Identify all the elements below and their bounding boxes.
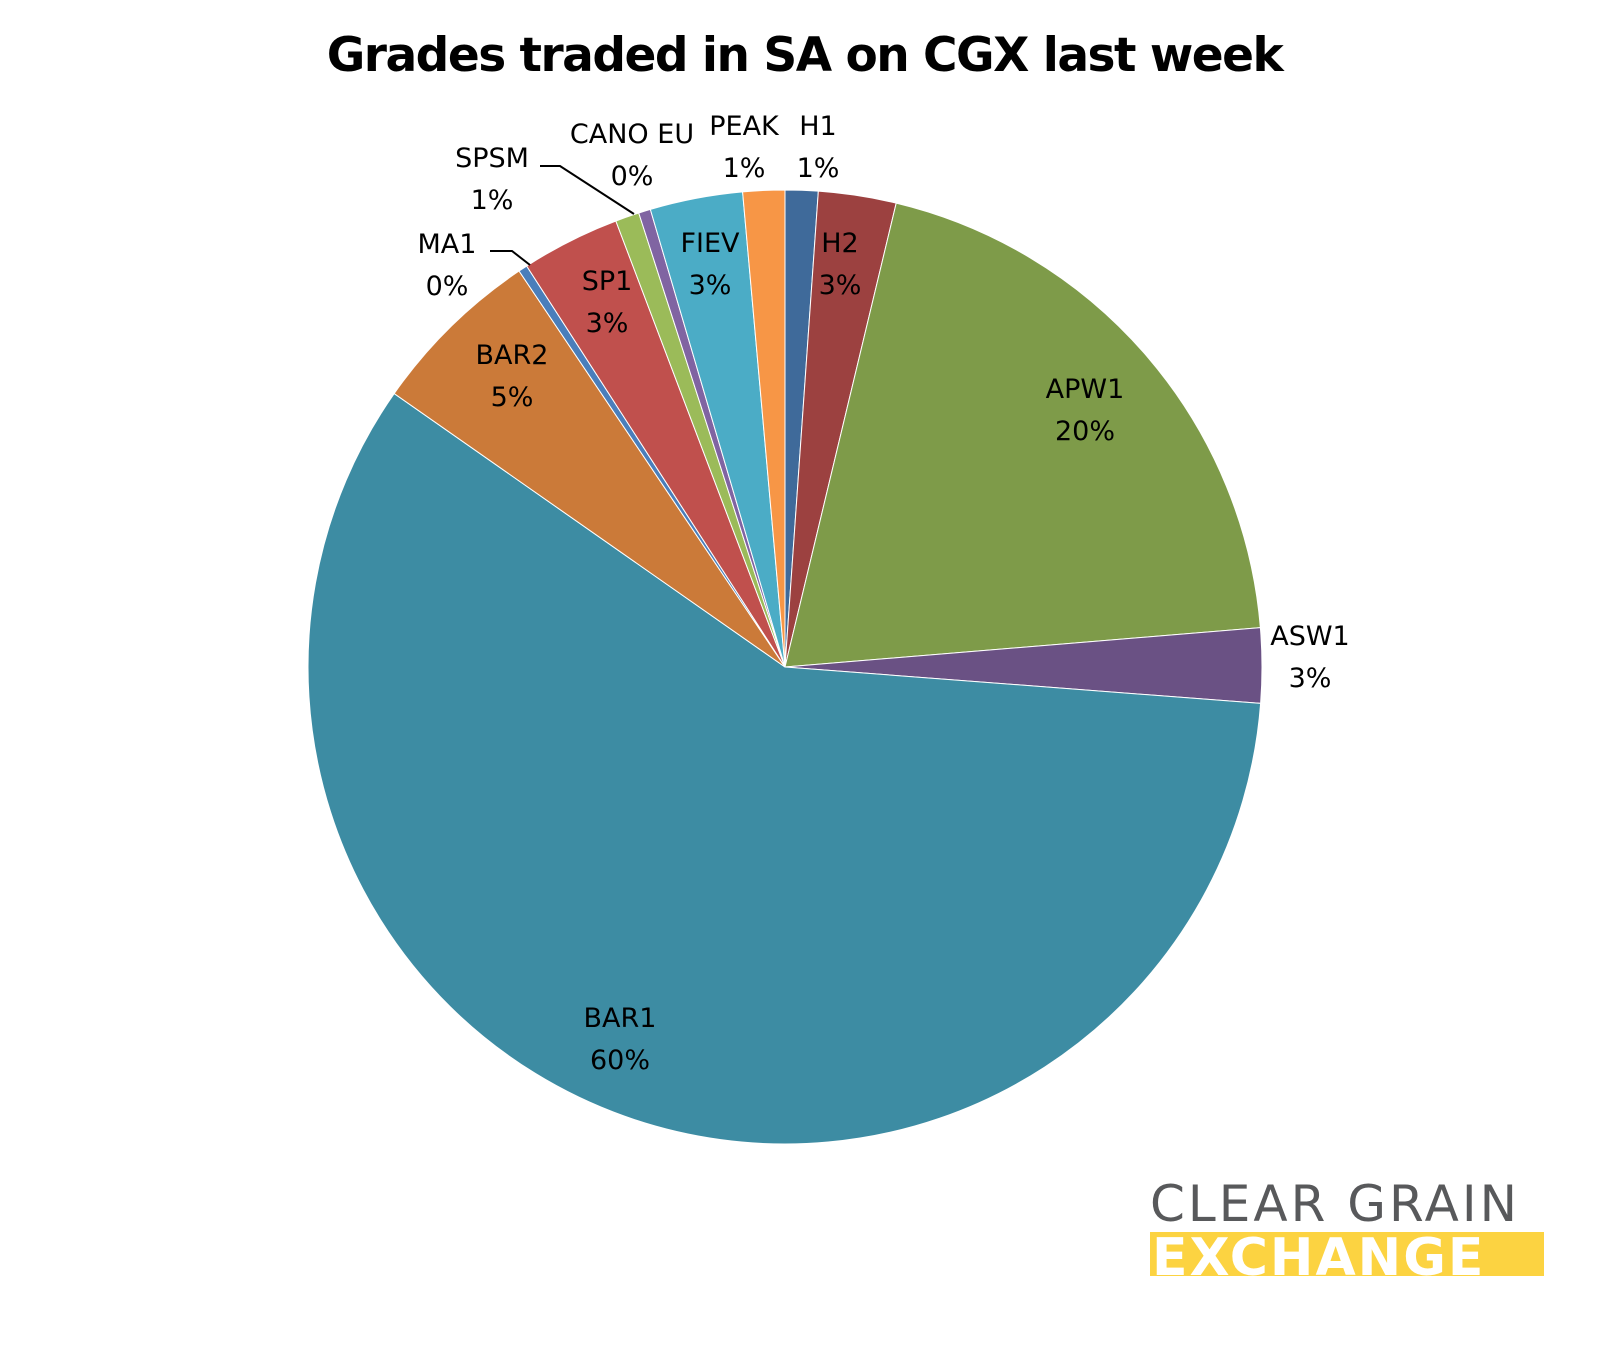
svg-text:1%: 1% [471,185,514,216]
logo-line-2: EXCHANGE [1150,1232,1544,1276]
chart-title: Grades traded in SA on CGX last week [326,28,1284,83]
svg-text:FIEV: FIEV [680,228,740,259]
data-label-spsm: SPSM 1% [455,143,529,216]
svg-text:SP1: SP1 [582,266,633,297]
svg-text:0%: 0% [611,161,654,192]
leader-line [490,250,531,266]
data-label-bar2: BAR2 5% [476,340,549,413]
svg-text:SPSM: SPSM [455,143,529,174]
data-label-asw1: ASW1 3% [1270,621,1349,694]
svg-text:CANO EU: CANO EU [570,119,694,150]
svg-text:PEAK: PEAK [709,111,780,142]
pie-slice-bar1 [307,392,1262,1145]
data-label-h2: H23% [819,228,862,301]
leader-line [540,165,635,215]
data-label-cano-eu: CANO EU 0% [570,119,694,192]
data-label-fiev: FIEV 3% [680,228,740,301]
svg-text:3%: 3% [586,308,629,339]
svg-text:3%: 3% [1289,663,1332,694]
svg-text:1%: 1% [723,153,766,184]
data-label-peak: PEAK 1% [709,111,780,184]
svg-text:1%: 1% [797,153,840,184]
svg-text:60%: 60% [590,1045,650,1076]
svg-text:MA1: MA1 [418,229,477,260]
clear-grain-exchange-logo: CLEAR GRAIN EXCHANGE [1150,1175,1544,1276]
pie-slice-peak [742,189,786,668]
svg-text:BAR1: BAR1 [584,1003,657,1034]
pie-slice-apw1 [784,202,1261,668]
data-label-apw1: APW1 20% [1046,374,1125,447]
svg-text:3%: 3% [689,270,732,301]
svg-text:20%: 20% [1055,416,1115,447]
svg-text:BAR2: BAR2 [476,340,549,371]
svg-text:APW1: APW1 [1046,374,1125,405]
svg-text:H1: H1 [799,111,836,142]
svg-text:ASW1: ASW1 [1270,621,1349,652]
svg-text:H2: H2 [821,228,858,259]
pie-slice-bar2 [393,270,786,668]
logo-line-1: CLEAR GRAIN [1150,1175,1521,1233]
data-label-bar1: BAR1 60% [584,1003,657,1076]
svg-text:3%: 3% [819,270,862,301]
svg-text:0%: 0% [426,271,469,302]
svg-text:5%: 5% [491,382,534,413]
data-label-h1: H11% [797,111,840,184]
